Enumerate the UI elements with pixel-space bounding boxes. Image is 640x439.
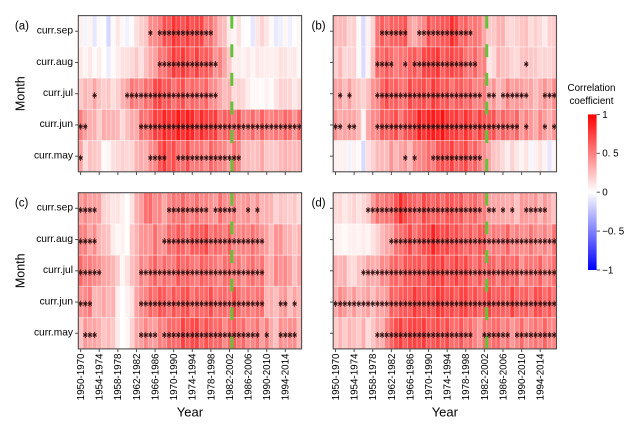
svg-text:Year: Year <box>432 405 459 420</box>
svg-text:1974-1994: 1974-1994 <box>443 353 454 400</box>
svg-text:1982-2002: 1982-2002 <box>480 354 491 401</box>
svg-text:1986-2006: 1986-2006 <box>244 353 255 400</box>
svg-text:1966-1986: 1966-1986 <box>150 353 161 400</box>
svg-text:1970-1990: 1970-1990 <box>424 353 435 400</box>
svg-text:(c): (c) <box>15 198 29 210</box>
svg-text:curr.jun: curr.jun <box>40 119 73 130</box>
svg-text:1974-1994: 1974-1994 <box>188 353 199 400</box>
svg-text:curr.may: curr.may <box>34 150 74 161</box>
svg-text:1950-1970: 1950-1970 <box>76 353 87 400</box>
svg-text:curr.jun: curr.jun <box>40 296 73 307</box>
svg-text:1962-1982: 1962-1982 <box>132 354 143 401</box>
svg-text:1958-1978: 1958-1978 <box>113 353 124 400</box>
svg-text:Month: Month <box>14 253 28 288</box>
svg-text:curr.sep: curr.sep <box>37 26 74 37</box>
svg-text:1970-1990: 1970-1990 <box>169 353 180 400</box>
svg-text:1950-1970: 1950-1970 <box>331 353 342 400</box>
svg-text:(d): (d) <box>312 198 326 210</box>
svg-text:curr.aug: curr.aug <box>36 57 73 68</box>
svg-text:1954-1974: 1954-1974 <box>350 353 361 400</box>
svg-text:1986-2006: 1986-2006 <box>498 353 509 400</box>
svg-text:curr.sep: curr.sep <box>37 203 74 214</box>
svg-text:1994-2014: 1994-2014 <box>281 353 292 400</box>
svg-text:1954-1974: 1954-1974 <box>95 353 106 400</box>
svg-text:1966-1986: 1966-1986 <box>405 353 416 400</box>
svg-text:coefficient: coefficient <box>570 96 614 107</box>
svg-text:1978-1998: 1978-1998 <box>206 353 217 400</box>
svg-text:−0. 5: −0. 5 <box>602 227 625 238</box>
svg-text:0. 5: 0. 5 <box>602 149 619 160</box>
svg-text:Year: Year <box>177 405 204 420</box>
svg-text:curr.jul: curr.jul <box>43 265 73 276</box>
svg-text:1958-1978: 1958-1978 <box>368 353 379 400</box>
svg-text:1994-2014: 1994-2014 <box>536 353 547 400</box>
svg-text:0: 0 <box>602 188 608 199</box>
svg-text:Correlation: Correlation <box>568 83 616 94</box>
svg-text:curr.aug: curr.aug <box>36 234 73 245</box>
svg-text:−1: −1 <box>602 265 613 276</box>
svg-text:1982-2002: 1982-2002 <box>225 354 236 401</box>
svg-text:curr.jul: curr.jul <box>43 88 73 99</box>
svg-text:1: 1 <box>602 110 607 121</box>
svg-text:(a): (a) <box>15 21 29 33</box>
svg-text:1962-1982: 1962-1982 <box>387 354 398 401</box>
svg-text:1990-2010: 1990-2010 <box>517 353 528 400</box>
svg-text:curr.may: curr.may <box>34 328 74 339</box>
svg-text:1990-2010: 1990-2010 <box>262 353 273 400</box>
svg-text:Month: Month <box>14 76 28 111</box>
svg-text:(b): (b) <box>312 21 326 33</box>
svg-text:1978-1998: 1978-1998 <box>461 353 472 400</box>
